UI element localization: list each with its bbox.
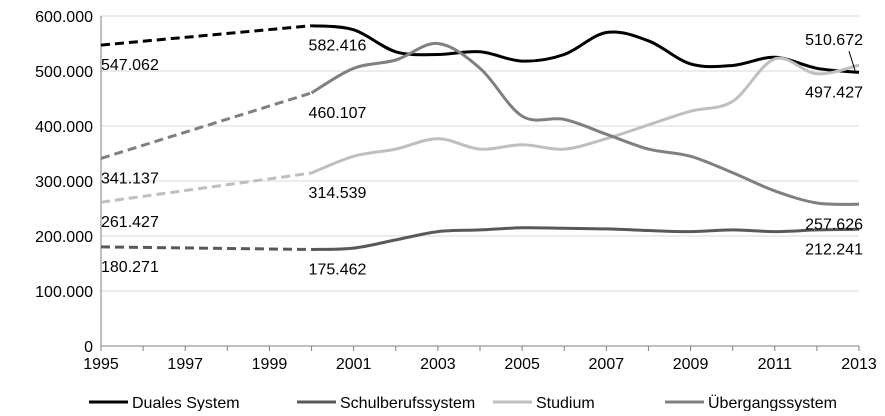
data-labels: 547.062 582.416 341.137 460.107 261.427 314.5… — [101, 32, 863, 278]
series-1-dashed-line — [100, 24, 312, 47]
series-2-dashed-line — [100, 245, 312, 251]
legend-item: Schulberufssystem — [297, 395, 475, 412]
legend-label: Duales System — [132, 395, 240, 411]
x-tick-label: 2007 — [589, 356, 625, 373]
x-tick-label: 2003 — [420, 356, 456, 373]
series-2-solid-line — [311, 226, 860, 251]
data-label: 497.427 — [805, 84, 863, 101]
y-tick-label: 0 — [84, 339, 93, 356]
x-tick-label: 2009 — [673, 356, 709, 373]
legend-label: Studium — [536, 395, 595, 411]
y-tick-label: 500.000 — [35, 64, 93, 81]
y-tick-label: 600.000 — [35, 9, 93, 26]
x-tick-label: 1999 — [252, 356, 288, 373]
y-tick-label: 400.000 — [35, 119, 93, 136]
x-tick-label: 1995 — [83, 356, 119, 373]
series-lines — [100, 24, 860, 251]
data-label: 175.462 — [309, 261, 367, 278]
data-label: 212.241 — [805, 241, 863, 258]
y-tick-label: 300.000 — [35, 174, 93, 191]
x-tick-label: 2001 — [336, 356, 372, 373]
y-tick-label: 200.000 — [35, 229, 93, 246]
y-tick-label: 100.000 — [35, 284, 93, 301]
series-4-solid-line — [310, 41, 860, 206]
axes: 0 100.000 200.000 300.000 400.000 500.000 600.… — [35, 9, 877, 373]
series-3-dashed-line — [100, 171, 312, 204]
data-label: 547.062 — [101, 57, 159, 74]
data-label: 180.271 — [101, 259, 159, 276]
legend-item: Duales System — [89, 395, 240, 412]
x-tick-label: 1997 — [167, 356, 203, 373]
legend-item: Studium — [493, 395, 595, 412]
series-1-solid-line — [311, 24, 860, 74]
series-3-solid-line — [311, 56, 860, 175]
legend-label: Übergangssystem — [708, 394, 837, 411]
data-label: 341.137 — [101, 170, 159, 187]
x-tick-label: 2011 — [758, 356, 793, 373]
data-label: 510.672 — [805, 32, 863, 49]
data-label: 261.427 — [101, 214, 159, 231]
label-leader-line — [848, 50, 856, 71]
legend-label: Schulberufssystem — [340, 395, 475, 411]
data-label: 257.626 — [805, 216, 863, 233]
legend-item: Übergangssystem — [665, 394, 837, 412]
data-label: 314.539 — [309, 185, 367, 202]
legend: Duales System Schulberufssystem Studium Übe… — [89, 394, 837, 412]
gridlines — [101, 15, 859, 292]
x-tick-label: 2005 — [504, 356, 540, 373]
series-4-dashed-line — [100, 91, 313, 160]
data-label: 582.416 — [309, 38, 367, 55]
data-label: 460.107 — [309, 105, 367, 122]
x-tick-label: 2013 — [841, 356, 877, 373]
